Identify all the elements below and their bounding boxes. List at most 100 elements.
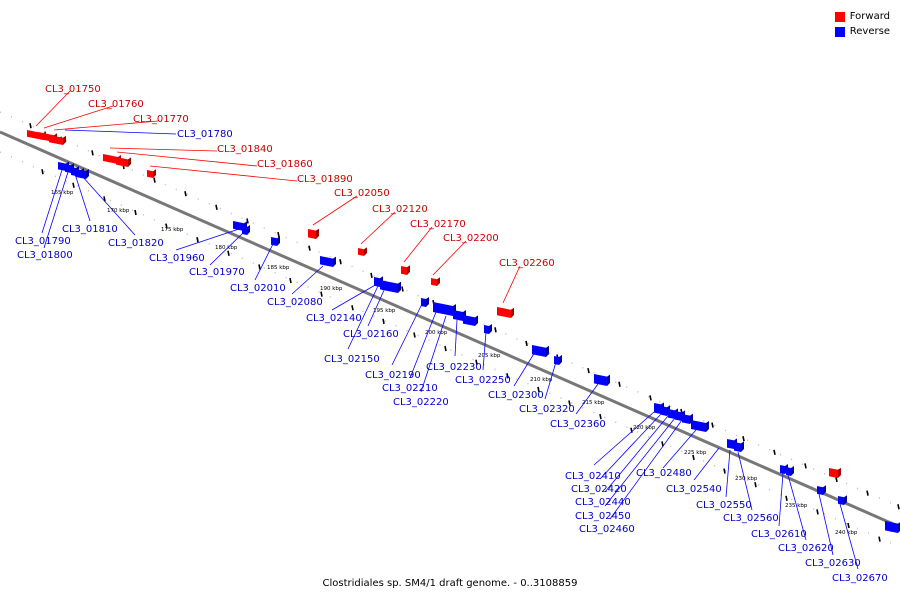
forward-connector [502, 265, 521, 304]
gene-face [320, 256, 333, 267]
reverse-connector [331, 283, 378, 311]
forward-gene-block [358, 247, 367, 256]
reverse-gene-block [817, 485, 826, 495]
reverse-gene-block [734, 441, 744, 452]
tick-label: 220 kbp [633, 425, 656, 431]
reverse-tick [165, 223, 168, 229]
gene-face [484, 325, 489, 334]
gene-label-cl3-02360: CL3_02360 [550, 419, 606, 430]
forward-tick [525, 340, 528, 347]
gene-label-cl3-02260: CL3_02260 [499, 258, 555, 269]
backbone-line [0, 130, 900, 529]
gene-label-cl3-02610: CL3_02610 [751, 529, 807, 540]
forward-connector [53, 120, 159, 131]
reverse-tick [537, 386, 540, 393]
tick-label: 170 kbp [107, 208, 130, 214]
reverse-connector [347, 285, 379, 350]
gene-label-cl3-02140: CL3_02140 [306, 313, 362, 324]
reverse-connector [291, 265, 324, 295]
gene-side [407, 265, 410, 275]
reverse-connector [41, 169, 63, 234]
forward-tick [618, 381, 621, 387]
forward-tick [246, 218, 249, 224]
gene-label-cl3-02250: CL3_02250 [455, 375, 511, 386]
reverse-tick [599, 413, 602, 420]
gene-face [532, 345, 546, 357]
tick-label: 185 kbp [267, 265, 290, 271]
reverse-gene-block [380, 280, 401, 293]
tick-label: 215 kbp [582, 400, 605, 406]
reverse-connector [725, 449, 731, 498]
reverse-connector [818, 493, 834, 556]
gene-side [86, 169, 89, 179]
gene-side [247, 225, 250, 235]
gene-label-cl3-02320: CL3_02320 [519, 404, 575, 415]
forward-tick [401, 286, 404, 292]
forward-connector [149, 165, 298, 182]
gene-label-cl3-02540: CL3_02540 [666, 484, 722, 495]
gene-face [675, 411, 682, 421]
gene-face [76, 169, 81, 178]
tick-label: 165 kbp [51, 190, 74, 196]
reverse-gene-block [421, 297, 429, 307]
forward-tick [215, 204, 218, 210]
gene-face [308, 229, 316, 239]
reverse-tick [196, 237, 199, 243]
gene-label-cl3-02440: CL3_02440 [575, 497, 631, 508]
reverse-tick [568, 400, 571, 406]
gene-side [489, 324, 492, 334]
reverse-connector [391, 303, 423, 366]
reverse-connector [839, 503, 859, 570]
reverse-tick [320, 291, 323, 297]
gene-face [727, 439, 734, 449]
gene-label-cl3-01780: CL3_01780 [177, 129, 233, 140]
gene-face [374, 277, 380, 287]
gene-labels: CL3_01750 CL3_01760 CL3_01770 CL3_01840 CL3_… [15, 84, 888, 584]
legend-reverse: Reverse [834, 24, 890, 39]
reverse-tick [227, 250, 230, 256]
tick-label: 195 kbp [373, 308, 396, 314]
reverse-connector [609, 419, 683, 520]
gene-face [103, 154, 118, 164]
reverse-connector [593, 411, 655, 466]
gene-face [421, 298, 426, 307]
track-lines [0, 111, 900, 548]
reverse-tick [134, 209, 137, 216]
gene-side [706, 421, 709, 432]
tick-label: 240 kbp [835, 530, 858, 536]
reverse-gene-block [433, 302, 456, 316]
reverse-connector [513, 351, 536, 387]
reverse-tick [103, 196, 106, 202]
forward-connector [43, 105, 114, 129]
gene-blocks [27, 130, 900, 533]
tick-label: 205 kbp [478, 353, 501, 359]
gene-face [71, 167, 76, 176]
gene-face [81, 170, 86, 179]
reverse-connector [454, 319, 458, 357]
reverse-gene-block [463, 315, 478, 326]
gene-side [333, 256, 336, 267]
tick-label: 175 kbp [161, 227, 184, 233]
gene-face [885, 521, 898, 533]
reverse-tick [382, 318, 385, 325]
reverse-tick [41, 169, 44, 175]
reverse-tick [723, 468, 726, 474]
gene-label-cl3-02160: CL3_02160 [343, 329, 399, 340]
reverse-gene-block [594, 374, 610, 386]
forward-tick [742, 436, 745, 442]
gene-face [661, 406, 667, 416]
gene-side [426, 297, 429, 307]
label-connectors [35, 90, 859, 570]
gene-label-cl3-01960: CL3_01960 [149, 253, 205, 264]
gene-face [431, 278, 437, 286]
gene-face [463, 315, 475, 326]
gene-side [398, 281, 401, 293]
gene-label-cl3-02450: CL3_02450 [575, 511, 631, 522]
reverse-connector [420, 315, 447, 393]
reverse-gene-block [271, 236, 280, 246]
genome-caption: Clostridiales sp. SM4/1 draft genome. - … [322, 578, 578, 589]
tick-label: 225 kbp [684, 450, 707, 456]
gene-label-cl3-02120: CL3_02120 [372, 204, 428, 215]
forward-tick [866, 490, 869, 496]
gene-face [654, 403, 661, 414]
